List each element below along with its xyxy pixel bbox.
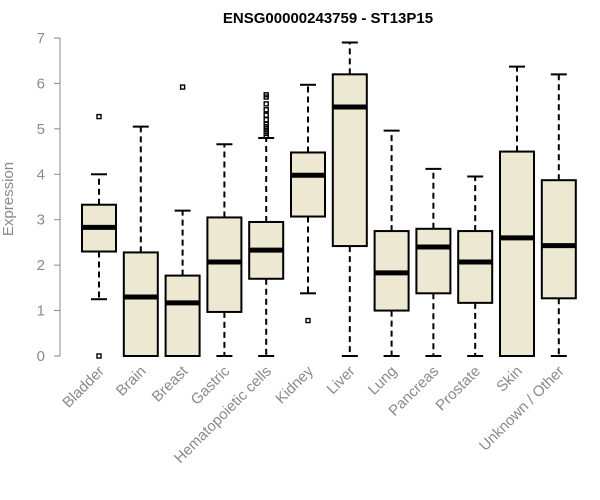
box-prostate (457, 175, 494, 357)
outlier-point (96, 353, 102, 359)
y-tick-label: 2 (37, 257, 45, 274)
y-tick-label: 3 (37, 212, 45, 229)
x-tick-label: Breast (149, 362, 192, 405)
outlier-point (263, 117, 269, 123)
iqr-box (415, 227, 452, 295)
x-tick-label: Liver (324, 363, 359, 398)
box-liver (331, 41, 368, 357)
box-brain (122, 125, 159, 357)
outlier-point (263, 107, 269, 113)
iqr-box (457, 230, 494, 304)
outlier-point (305, 317, 311, 324)
box-bladder (81, 113, 117, 359)
iqr-box (122, 251, 159, 357)
outlier-point (263, 92, 269, 98)
outlier-point (263, 112, 269, 118)
x-tick-label: Brain (113, 363, 150, 400)
box-skin (499, 65, 535, 357)
y-tick-label: 6 (37, 75, 45, 92)
outlier-point (179, 84, 186, 90)
x-tick-label: Prostate (432, 363, 484, 415)
y-tick-label: 1 (37, 303, 45, 320)
boxes-group (81, 41, 577, 359)
iqr-box (540, 179, 577, 300)
chart-title: ENSG00000243759 - ST13P15 (223, 10, 433, 27)
y-axis-title: Expression (0, 162, 17, 236)
x-tick-label: Kidney (272, 362, 317, 407)
iqr-box (164, 274, 201, 357)
box-breast (164, 84, 201, 357)
x-tick-label: Lung (365, 363, 401, 399)
y-tick-label: 7 (37, 30, 45, 47)
iqr-box (499, 150, 535, 357)
box-kidney (290, 83, 326, 324)
iqr-box (206, 216, 243, 313)
box-unknown-other (540, 73, 577, 357)
iqr-box (331, 73, 368, 248)
box-lung (373, 129, 410, 357)
y-tick-label: 4 (37, 166, 45, 183)
box-hematopoietic-cells (248, 92, 285, 357)
box-gastric (206, 143, 243, 357)
y-axis: 0 1 2 3 4 5 6 7 (37, 30, 61, 365)
y-tick-label: 5 (37, 121, 45, 138)
outlier-point (96, 113, 102, 120)
x-tick-label: Bladder (59, 363, 108, 412)
outlier-point (263, 101, 269, 107)
y-tick-label: 0 (37, 348, 45, 365)
x-tick-label: Skin (493, 363, 526, 396)
iqr-box (290, 151, 326, 218)
box-pancreas (415, 167, 452, 357)
